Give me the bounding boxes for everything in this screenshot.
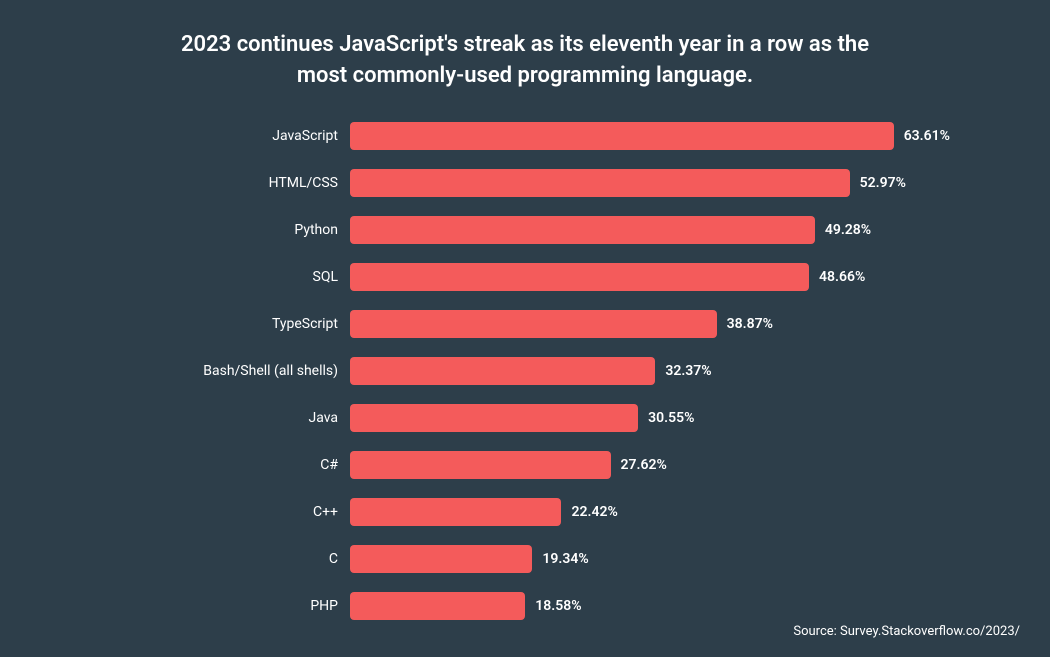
bar-row: HTML/CSS 52.97% [40,169,950,197]
chart-container: 2023 continues JavaScript's streak as it… [0,0,1050,657]
bar-label: PHP [40,598,350,614]
bar-track: 63.61% [350,122,950,150]
bar-fill [350,545,532,573]
bar-row: Java 30.55% [40,404,950,432]
bar-row: SQL 48.66% [40,263,950,291]
source-text: Source: Survey.Stackoverflow.co/2023/ [793,624,1020,639]
bar-value: 52.97% [860,175,906,191]
bar-fill [350,404,638,432]
bar-fill [350,451,611,479]
bar-fill [350,122,894,150]
bar-row: C++ 22.42% [40,498,950,526]
bar-fill [350,357,655,385]
bar-label: C++ [40,504,350,520]
bar-track: 19.34% [350,545,950,573]
bar-fill [350,498,561,526]
bar-value: 63.61% [904,128,950,144]
bar-track: 38.87% [350,310,950,338]
bar-value: 38.87% [727,316,773,332]
bar-row: Bash/Shell (all shells) 32.37% [40,357,950,385]
bar-track: 27.62% [350,451,950,479]
bar-row: Python 49.28% [40,216,950,244]
bar-track: 18.58% [350,592,950,620]
chart-title: 2023 continues JavaScript's streak as it… [175,30,875,92]
bar-track: 48.66% [350,263,950,291]
bar-value: 30.55% [648,410,694,426]
bar-value: 22.42% [571,504,617,520]
bar-fill [350,216,815,244]
bar-fill [350,592,525,620]
bar-label: JavaScript [40,128,350,144]
bar-track: 52.97% [350,169,950,197]
bar-label: SQL [40,269,350,285]
bar-value: 19.34% [542,551,588,567]
bar-row: TypeScript 38.87% [40,310,950,338]
bar-fill [350,310,717,338]
bar-value: 27.62% [621,457,667,473]
bar-label: C# [40,457,350,473]
bar-row: PHP 18.58% [40,592,950,620]
bar-row: JavaScript 63.61% [40,122,950,150]
bar-row: C 19.34% [40,545,950,573]
bar-label: Java [40,410,350,426]
bars-area: JavaScript 63.61% HTML/CSS 52.97% Python 49.2… [40,122,1010,620]
bar-fill [350,169,850,197]
bar-label: TypeScript [40,316,350,332]
bar-value: 49.28% [825,222,871,238]
bar-track: 49.28% [350,216,950,244]
bar-track: 22.42% [350,498,950,526]
bar-fill [350,263,809,291]
bar-label: HTML/CSS [40,175,350,191]
bar-row: C# 27.62% [40,451,950,479]
bar-label: Bash/Shell (all shells) [40,363,350,379]
bar-value: 18.58% [535,598,581,614]
bar-track: 30.55% [350,404,950,432]
bar-label: C [40,551,350,567]
bar-label: Python [40,222,350,238]
bar-value: 32.37% [665,363,711,379]
bar-value: 48.66% [819,269,865,285]
bar-track: 32.37% [350,357,950,385]
